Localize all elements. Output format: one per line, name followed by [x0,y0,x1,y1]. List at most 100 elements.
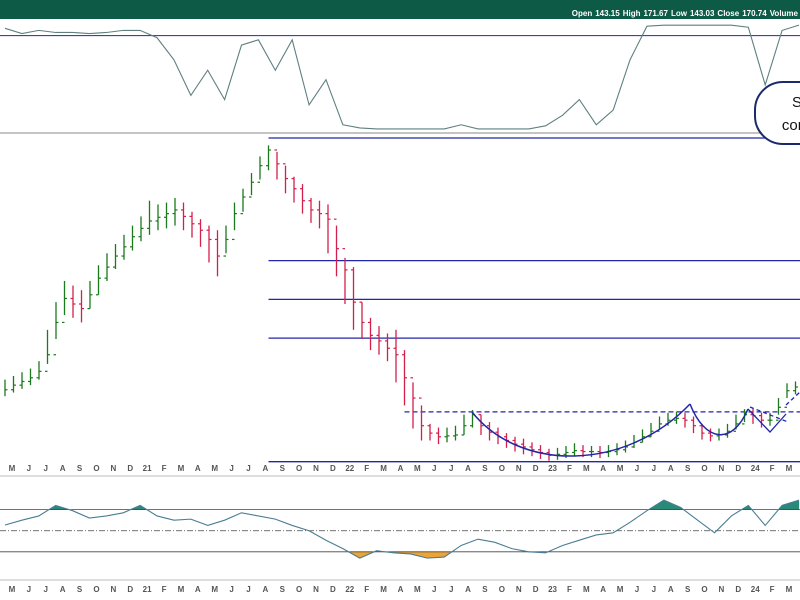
x-tick-label: J [652,464,656,473]
x-tick-label: M [211,464,218,473]
x-tick-label: D [330,464,336,473]
x-tick-label: M [786,464,793,473]
x-tick-label: D [533,585,539,594]
x-tick-label: J [27,464,31,473]
x-tick-label: M [211,585,218,594]
oscillator-line [4,24,800,130]
header-quote: Open 143.15 High 171.67 Low 143.03 Close 170.74… [572,9,799,18]
x-tick-label: F [364,585,369,594]
x-tick-label: D [330,585,336,594]
header-bar [0,0,800,19]
x-tick-label: A [398,464,404,473]
header-item: Open [572,9,593,18]
x-tick-label: O [701,464,707,473]
x-tick-label: A [262,464,268,473]
x-tick-label: A [195,464,201,473]
header-item: High [623,9,641,18]
x-tick-label: S [685,585,691,594]
x-tick-label: N [719,585,725,594]
flag-line [785,391,800,406]
x-tick-label: N [313,585,319,594]
x-tick-label: S [77,464,83,473]
x-tick-label: M [617,464,624,473]
x-tick-label: J [229,464,233,473]
x-tick-label: J [652,585,656,594]
x-tick-label: O [701,585,707,594]
x-tick-label: O [93,585,99,594]
x-tick-label: J [432,464,436,473]
cup-curve [689,403,749,436]
x-tick-label: S [77,585,83,594]
oversold-area [348,551,549,559]
x-tick-label: M [414,585,421,594]
x-tick-label: O [499,464,505,473]
x-tick-label: D [735,585,741,594]
x-tick-label: A [600,464,606,473]
x-tick-label: D [127,464,133,473]
header-item: Volume [770,9,799,18]
header-item: 143.15 [595,9,620,18]
x-tick-label: 21 [143,464,152,473]
x-tick-label: 24 [751,585,760,594]
x-tick-label: O [499,585,505,594]
x-tick-label: O [296,464,302,473]
x-tick-label: 22 [345,464,354,473]
header-item: 171.67 [643,9,668,18]
x-tick-label: M [380,464,387,473]
x-tick-label: J [246,585,250,594]
x-tick-label: A [668,585,674,594]
x-tick-label: A [195,585,201,594]
main-panel [4,137,800,463]
x-tick-label: M [9,464,16,473]
x-tick-label: D [735,464,741,473]
x-tick-label: J [449,464,453,473]
x-tick-label: F [770,464,775,473]
x-tick-label: J [449,585,453,594]
x-tick-label: D [533,464,539,473]
header-item: Low [671,9,688,18]
overbought-area [5,500,799,510]
x-tick-label: 21 [143,585,152,594]
x-tick-label: A [600,585,606,594]
x-tick-label: S [685,464,691,473]
x-tick-label: N [719,464,725,473]
x-tick-label: D [127,585,133,594]
header-item: 143.03 [690,9,715,18]
x-tick-label: F [162,464,167,473]
x-tick-label: N [313,464,319,473]
x-tick-label: J [27,585,31,594]
x-tick-label: S [482,585,488,594]
x-tick-label: A [262,585,268,594]
flag-line [747,408,787,433]
x-tick-label: N [110,464,116,473]
x-tick-label: A [398,585,404,594]
x-tick-label: S [280,585,286,594]
x-tick-label: M [583,464,590,473]
x-tick-label: 23 [548,585,557,594]
x-tick-label: A [465,464,471,473]
x-tick-label: A [60,464,66,473]
header-item: 170.74 [742,9,767,18]
x-tick-label: J [44,464,48,473]
x-tick-label: M [617,585,624,594]
x-tick-label: N [110,585,116,594]
x-tick-label: F [567,464,572,473]
x-tick-label: S [482,464,488,473]
x-tick-label: 24 [751,464,760,473]
x-tick-label: J [246,464,250,473]
x-tick-label: J [229,585,233,594]
x-tick-label: F [162,585,167,594]
x-tick-label: O [296,585,302,594]
x-tick-label: A [60,585,66,594]
x-tick-label: F [364,464,369,473]
callout-text: con [782,117,800,134]
x-tick-label: M [178,464,185,473]
cup-curve [471,403,691,457]
x-tick-label: S [280,464,286,473]
x-tick-label: M [583,585,590,594]
x-tick-label: M [178,585,185,594]
callout-text: S [792,94,800,111]
x-tick-label: N [516,464,522,473]
